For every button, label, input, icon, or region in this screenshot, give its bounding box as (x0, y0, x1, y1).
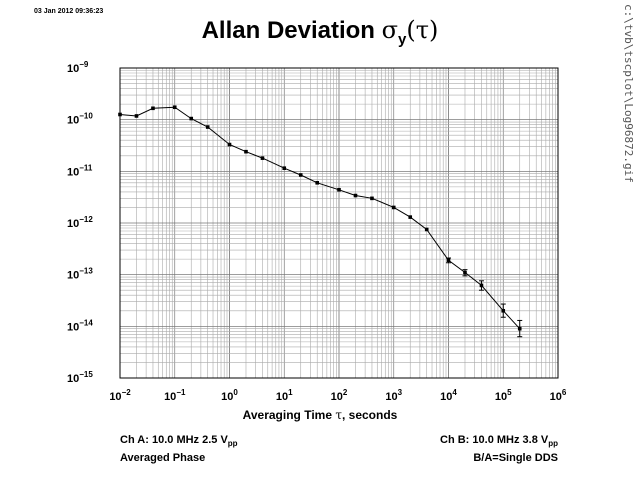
y-tick-exponent: −14 (79, 318, 93, 327)
y-tick-label: 10−13 (67, 267, 93, 282)
data-point (479, 283, 484, 288)
channel-a-text: Ch A: 10.0 MHz 2.5 V (120, 434, 228, 446)
x-tick-label: 100 (221, 388, 238, 403)
data-point (151, 106, 155, 111)
x-tick-exponent: 6 (562, 388, 567, 397)
channel-a-unit-sub: pp (227, 439, 238, 449)
y-tick-exponent: −13 (79, 267, 93, 276)
sigma-symbol: σ (381, 16, 399, 44)
x-tick-label: 101 (276, 388, 293, 403)
x-tick-label: 105 (495, 388, 512, 403)
channel-a-info: Ch A: 10.0 MHz 2.5 Vpp Averaged Phase (120, 433, 238, 465)
x-tick-exponent: 5 (507, 388, 512, 397)
data-point (282, 166, 287, 170)
data-point (424, 227, 429, 232)
data-point (118, 112, 122, 117)
channel-b-unit-sub: pp (548, 439, 558, 449)
y-tick-base: 10 (67, 218, 79, 230)
x-tick-exponent: 3 (398, 388, 403, 397)
x-tick-label: 102 (331, 388, 348, 403)
x-tick-exponent: −1 (176, 388, 186, 397)
x-tick-exponent: −2 (122, 388, 132, 397)
y-tick-base: 10 (67, 166, 79, 178)
data-point (244, 149, 248, 154)
x-tick-exponent: 4 (452, 388, 457, 397)
x-tick-base: 10 (276, 391, 288, 403)
x-axis-label-text: Averaging Time (242, 408, 336, 422)
y-tick-base: 10 (67, 63, 79, 75)
y-tick-base: 10 (67, 321, 79, 333)
y-tick-label: 10−11 (67, 163, 93, 178)
x-tick-label: 106 (550, 388, 567, 403)
data-point (315, 180, 320, 185)
data-point (134, 114, 139, 118)
tau-argument: (τ) (406, 16, 439, 44)
y-tick-base: 10 (67, 270, 79, 282)
channel-b-info: Ch B: 10.0 MHz 3.8 Vpp B/A=Single DDS (440, 433, 558, 465)
data-point (227, 142, 232, 147)
x-tick-label: 103 (385, 388, 402, 403)
y-tick-label: 10−14 (67, 318, 93, 333)
data-point (463, 270, 467, 275)
channel-a-mode: Averaged Phase (120, 452, 206, 465)
data-series (118, 105, 523, 338)
x-tick-labels: 10−2 10−1 100 101 102 103 104 105 106 (109, 388, 567, 403)
channel-b-line: Ch B: 10.0 MHz 3.8 Vpp (440, 433, 558, 451)
x-tick-base: 10 (550, 391, 562, 403)
y-tick-label: 10−12 (67, 215, 93, 230)
x-tick-base: 10 (164, 391, 176, 403)
x-axis-label-unit: , seconds (341, 408, 398, 422)
x-tick-exponent: 0 (233, 388, 238, 397)
x-tick-base: 10 (385, 391, 397, 403)
data-point (337, 187, 341, 192)
x-tick-base: 10 (331, 391, 343, 403)
plot-frame (119, 67, 559, 379)
x-tick-base: 10 (440, 391, 452, 403)
chart-title: Allan Deviation σy(τ) (0, 16, 640, 48)
y-tick-exponent: −15 (79, 370, 93, 379)
y-tick-base: 10 (67, 373, 79, 385)
y-tick-exponent: −11 (79, 163, 93, 172)
file-path: c:\tvb\tscplot\Log96872.gif (622, 4, 635, 183)
x-tick-exponent: 1 (288, 388, 293, 397)
data-point (446, 258, 451, 263)
y-tick-label: 10−10 (67, 112, 93, 127)
x-tick-label: 10−2 (109, 388, 131, 403)
y-tick-exponent: −9 (79, 60, 89, 69)
data-point (353, 193, 358, 198)
data-point (260, 156, 265, 160)
data-point (408, 215, 413, 219)
timestamp: 03 Jan 2012 09:36:23 (34, 8, 104, 15)
y-tick-exponent: −10 (79, 112, 93, 121)
sigma-subscript: y (398, 30, 407, 48)
data-point (189, 116, 194, 121)
channel-b-text: Ch B: 10.0 MHz 3.8 V (440, 434, 549, 446)
data-point (517, 326, 522, 331)
channel-a-line: Ch A: 10.0 MHz 2.5 Vpp (120, 433, 238, 451)
y-tick-exponent: −12 (79, 215, 93, 224)
grid-lines (119, 67, 559, 379)
x-tick-label: 104 (440, 388, 457, 403)
data-point (172, 105, 177, 110)
x-tick-exponent: 2 (343, 388, 348, 397)
x-tick-base: 10 (495, 391, 507, 403)
chart-title-text: Allan Deviation (201, 17, 382, 44)
tau-symbol: τ (335, 408, 342, 422)
data-point (298, 173, 303, 177)
data-point (391, 205, 396, 210)
data-point (205, 125, 210, 129)
y-tick-label: 10−9 (67, 60, 89, 75)
channel-b-mode: B/A=Single DDS (473, 452, 558, 465)
data-point (501, 308, 506, 313)
y-tick-label: 10−15 (67, 370, 93, 385)
x-axis-label: Averaging Time τ, seconds (120, 408, 520, 422)
y-tick-base: 10 (67, 115, 79, 127)
x-tick-base: 10 (109, 391, 121, 403)
data-point (370, 196, 374, 201)
x-tick-base: 10 (221, 391, 233, 403)
x-tick-label: 10−1 (164, 388, 186, 403)
